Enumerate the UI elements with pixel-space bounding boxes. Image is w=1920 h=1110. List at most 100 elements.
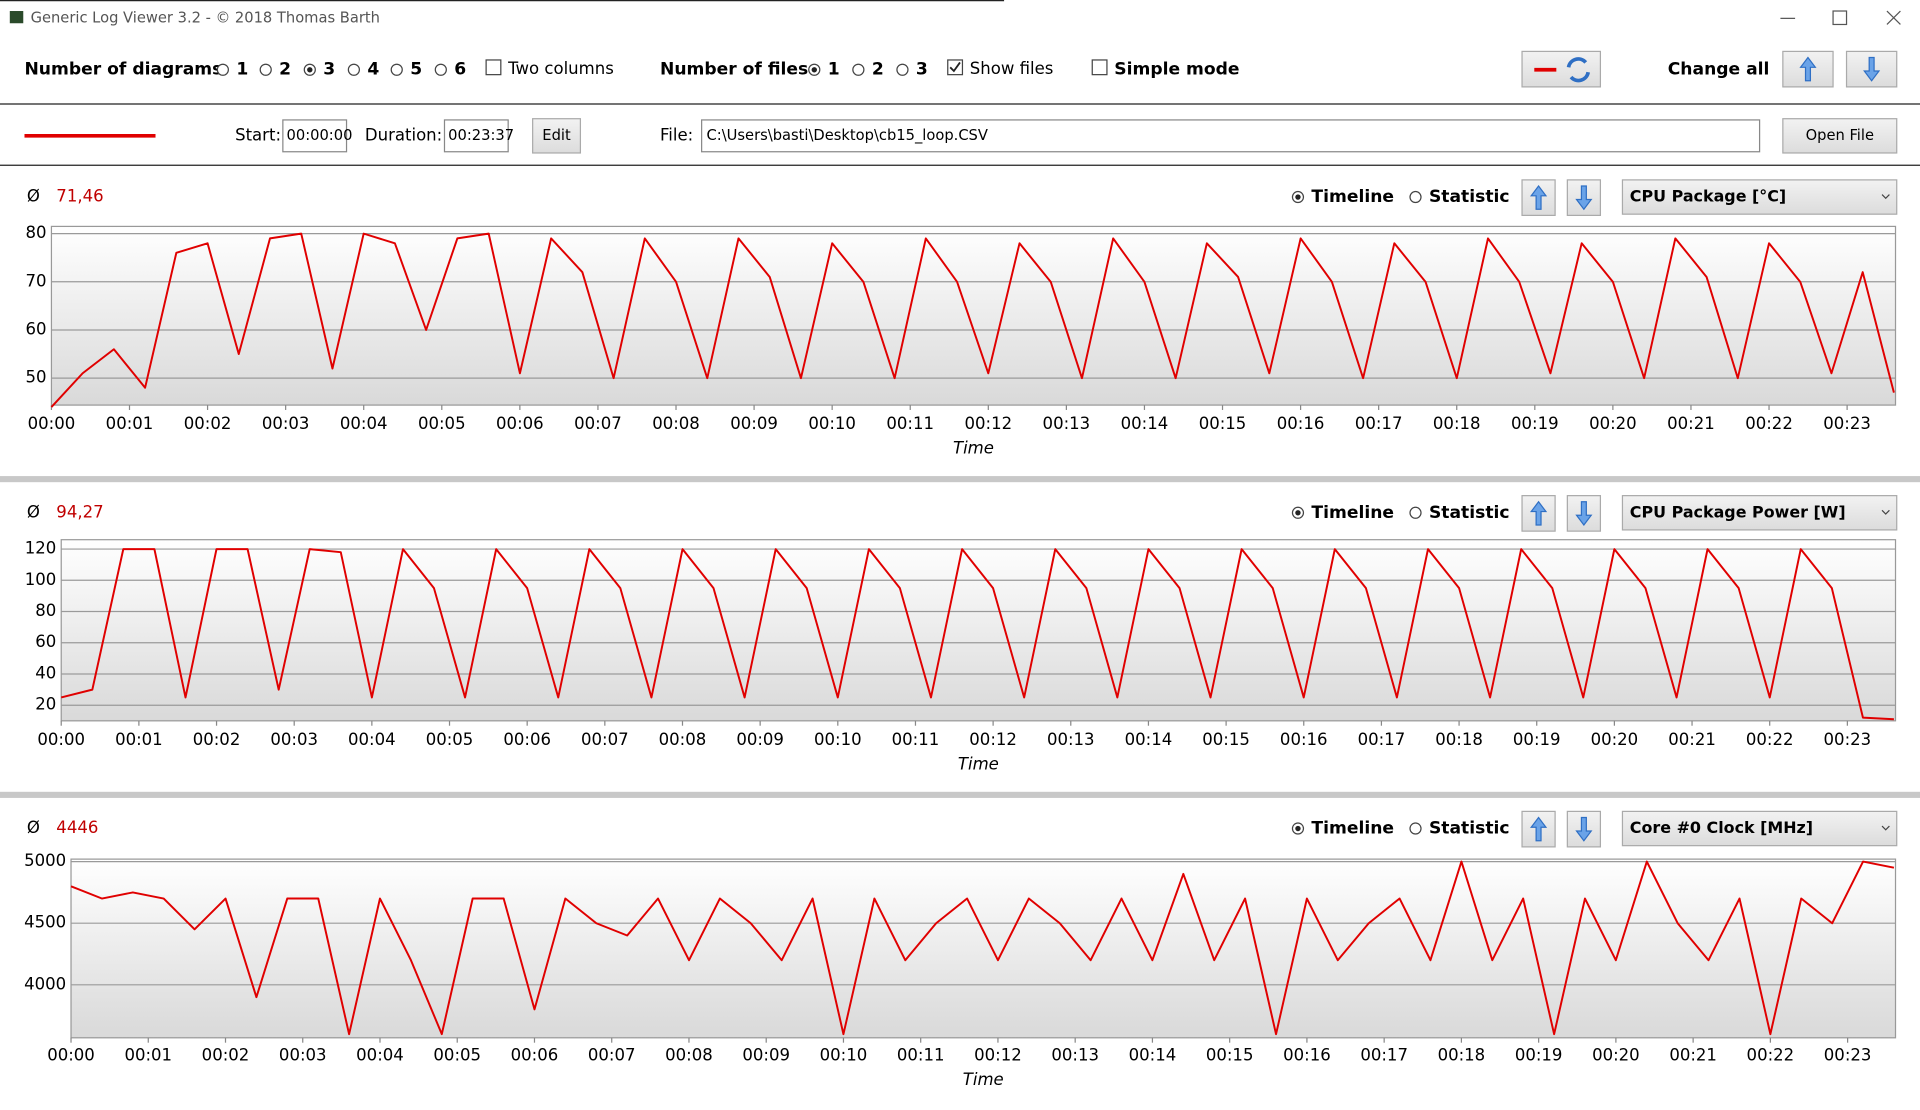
radio-label: 1 [828,60,840,80]
x-tick-label: 00:00 [28,414,76,433]
x-tick-label: 00:19 [1513,730,1561,749]
radio-button[interactable] [259,63,272,76]
sensor-dropdown[interactable] [1621,495,1898,531]
radio-button[interactable] [852,63,865,76]
x-tick-label: 00:07 [588,1046,636,1065]
radio-button[interactable] [347,63,360,76]
checkbox[interactable] [485,59,502,76]
file-input[interactable] [701,119,1761,153]
x-tick-label: 00:01 [124,1046,172,1065]
x-tick-label: 00:05 [433,1046,481,1065]
radio-dot [811,67,817,73]
label: File: [660,125,693,144]
checkbox[interactable] [1091,59,1108,76]
x-tick-label: 00:09 [730,414,778,433]
radio-label: 4 [367,60,379,80]
x-tick-label: 00:02 [184,414,232,433]
arrow-icon [1530,500,1548,526]
x-tick-label: 00:17 [1355,414,1403,433]
label: Duration: [365,125,442,144]
average-value: 4446 [56,818,98,837]
sensor-name: CPU Package [°C] [1630,187,1786,206]
radio-label: 1 [236,60,248,80]
radio-button[interactable] [216,63,229,76]
radio-button[interactable] [896,63,909,76]
check-mark [949,61,961,73]
avg-symbol: Ø [27,502,40,521]
radio-dot [1295,510,1301,516]
x-tick-label: 00:16 [1283,1046,1331,1065]
color-swap-button[interactable] [1521,50,1602,88]
dropdown-arrow [1881,194,1890,200]
button-label: Open File [1806,127,1874,144]
y-tick-label: 60 [26,319,47,338]
button-label: Edit [542,127,571,144]
sensor-dropdown[interactable] [1621,810,1898,847]
average-value: 94,27 [56,502,103,521]
dropdown-arrow [1881,825,1890,831]
radio-label: 2 [872,60,884,80]
x-tick-label: 00:23 [1824,1046,1872,1065]
x-tick-label: 00:08 [665,1046,713,1065]
x-tick-label: 00:21 [1668,730,1716,749]
x-tick-label: 00:05 [418,414,466,433]
x-tick-label: 00:19 [1515,1046,1563,1065]
sensor-name: CPU Package Power [W] [1630,502,1846,521]
x-tick-label: 00:06 [496,414,544,433]
edit-button[interactable] [532,118,582,154]
x-tick-label: 00:08 [652,414,700,433]
checkbox[interactable] [947,59,964,76]
panel-splitter [0,791,1920,798]
x-tick-label: 00:14 [1121,414,1169,433]
checkbox-label: Show files [970,59,1054,78]
arrow-icon [1575,185,1593,211]
x-tick-label: 00:14 [1125,730,1173,749]
x-tick-label: 00:07 [581,730,629,749]
radio-label: Statistic [1429,187,1510,207]
x-tick-label: 00:23 [1823,414,1871,433]
duration-input[interactable] [443,119,509,153]
label: Change all [1668,60,1770,80]
avg-symbol: Ø [27,187,40,206]
x-tick-label: 00:20 [1591,730,1639,749]
x-tick-label: 00:23 [1824,730,1872,749]
y-tick-label: 20 [35,695,56,714]
y-tick-label: 40 [35,663,56,682]
duration-value: 00:23:37 [448,127,514,144]
start-value: 00:00:00 [287,127,353,144]
x-tick-label: 00:08 [659,730,707,749]
y-tick-label: 80 [26,223,47,242]
x-tick-label: 00:03 [262,414,310,433]
x-axis-label: Time [963,1070,1004,1089]
arrow-icon [1575,501,1593,527]
maximize-button[interactable] [1832,10,1848,26]
sensor-dropdown[interactable] [1621,179,1898,215]
x-tick-label: 00:11 [886,414,934,433]
start-input[interactable] [282,119,348,153]
y-tick-label: 120 [25,539,57,558]
close-button[interactable] [1886,10,1901,25]
label: Number of files [660,60,808,80]
y-tick-label: 4500 [24,913,66,932]
x-tick-label: 00:00 [37,730,85,749]
radio-label: 5 [410,60,422,80]
open-file-button[interactable] [1782,118,1898,154]
x-tick-label: 00:14 [1129,1046,1177,1065]
radio-button[interactable] [434,63,447,76]
x-tick-label: 00:01 [106,414,154,433]
radio-button[interactable] [1409,822,1422,835]
radio-button[interactable] [390,63,403,76]
x-tick-label: 00:01 [115,730,163,749]
radio-label: Statistic [1429,503,1510,523]
x-tick-label: 00:12 [969,730,1017,749]
radio-label: Statistic [1429,819,1510,839]
x-tick-label: 00:02 [202,1046,250,1065]
radio-button[interactable] [1409,506,1422,519]
radio-dot [1295,825,1301,832]
radio-button[interactable] [1409,190,1422,204]
x-tick-label: 00:13 [1047,730,1095,749]
x-tick-label: 00:12 [974,1046,1022,1065]
x-tick-label: 00:21 [1669,1046,1717,1065]
arrow-icon [1575,816,1593,842]
y-tick-label: 4000 [24,974,66,993]
